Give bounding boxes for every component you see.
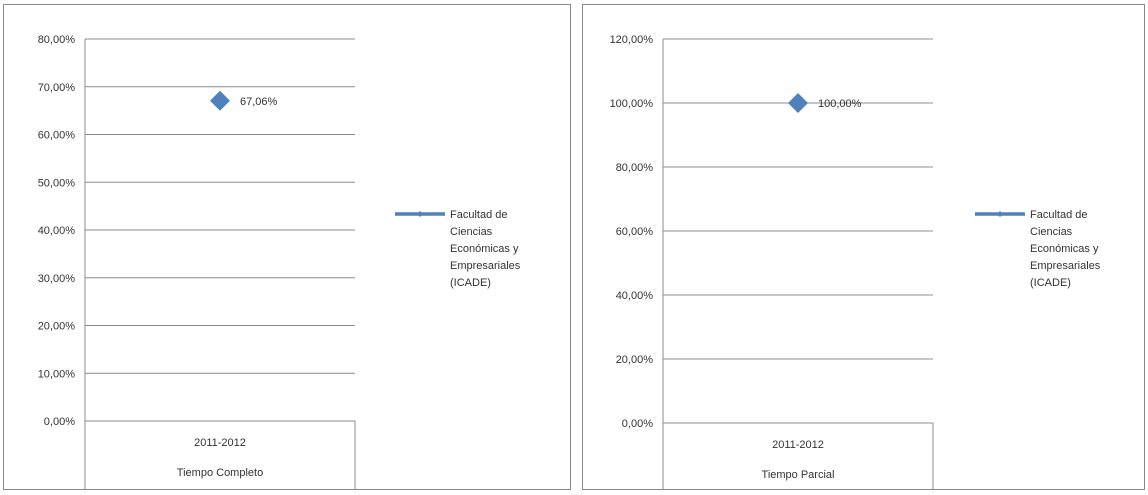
y-tick-label: 40,00% — [616, 290, 654, 302]
y-tick-label: 60,00% — [616, 226, 654, 238]
chart-panel-tiempo-completo: 0,00% 10,00% 20,00% 30,00% 40,00% 50,00% 60,00… — [3, 4, 571, 490]
y-tick-label: 0,00% — [622, 418, 653, 430]
legend-label: (ICADE) — [450, 277, 491, 289]
x-category-label: 2011-2012 — [772, 439, 824, 451]
y-tick-label: 60,00% — [38, 130, 76, 142]
y-tick-label: 100,00% — [610, 98, 654, 110]
legend-label: Ciencias — [450, 226, 493, 238]
legend-label: (ICADE) — [1030, 277, 1071, 289]
data-label: 100,00% — [818, 98, 862, 110]
legend-label: Empresariales — [1030, 260, 1101, 272]
legend-label: Económicas y — [450, 243, 519, 255]
y-tick-label: 0,00% — [44, 416, 75, 428]
chart-tiempo-completo: 0,00% 10,00% 20,00% 30,00% 40,00% 50,00% 60,00… — [38, 34, 521, 489]
y-tick-label: 120,00% — [610, 34, 654, 46]
data-point-marker — [788, 93, 808, 113]
chart-tiempo-parcial: 0,00% 20,00% 40,00% 60,00% 80,00% 100,00% 120,… — [610, 34, 1101, 489]
legend-label: Económicas y — [1030, 243, 1099, 255]
y-tick-label: 80,00% — [38, 34, 76, 46]
y-tick-label: 80,00% — [616, 162, 654, 174]
x-category-group-label: Tiempo Parcial — [762, 469, 835, 481]
legend-label: Facultad de — [450, 209, 507, 221]
y-tick-label: 20,00% — [38, 321, 76, 333]
data-point-marker — [210, 90, 230, 111]
legend-marker-icon — [417, 211, 423, 217]
legend-label: Facultad de — [1030, 209, 1087, 221]
x-category-label: 2011-2012 — [194, 437, 246, 449]
data-label: 67,06% — [240, 96, 278, 108]
y-tick-label: 10,00% — [38, 368, 76, 380]
y-tick-label: 50,00% — [38, 177, 76, 189]
chart-panel-tiempo-parcial: 0,00% 20,00% 40,00% 60,00% 80,00% 100,00% 120,… — [582, 4, 1145, 490]
y-tick-label: 70,00% — [38, 82, 76, 94]
x-category-group-label: Tiempo Completo — [177, 467, 263, 479]
y-tick-label: 40,00% — [38, 225, 76, 237]
legend-label: Empresariales — [450, 260, 521, 272]
legend-label: Ciencias — [1030, 226, 1073, 238]
y-tick-label: 30,00% — [38, 273, 76, 285]
legend-marker-icon — [997, 211, 1003, 217]
y-tick-label: 20,00% — [616, 354, 654, 366]
